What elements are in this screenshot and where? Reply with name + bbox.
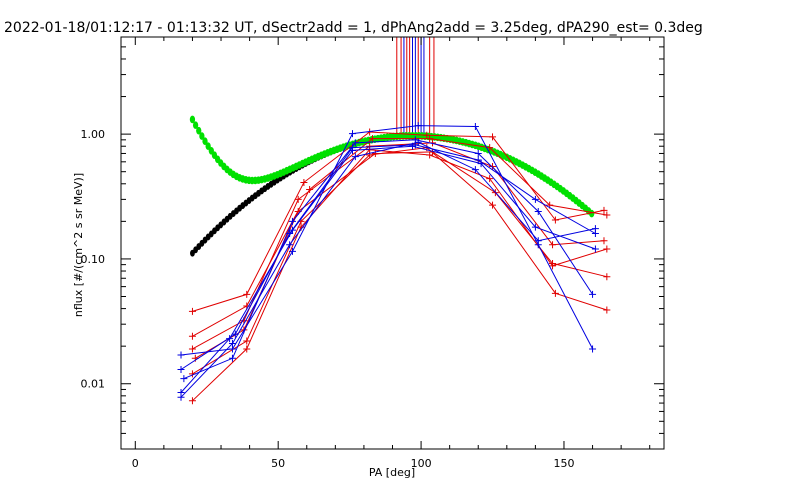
x-axis: 0 50 100 150: [132, 37, 651, 470]
series-1: [188, 128, 608, 315]
data-point: [351, 139, 359, 147]
data-point: [177, 351, 185, 359]
data-point: [474, 149, 482, 157]
x-axis-label: PA [deg]: [369, 466, 415, 479]
curve-point: [199, 132, 205, 140]
data-point: [600, 206, 608, 214]
data-point: [414, 122, 422, 130]
data-point: [551, 216, 559, 224]
curve-point: [189, 115, 196, 124]
data-point: [228, 354, 236, 362]
data-point: [188, 345, 196, 353]
data-point: [426, 135, 434, 143]
data-point: [188, 307, 196, 315]
data-point: [551, 289, 559, 297]
data-point: [549, 262, 557, 270]
data-point: [177, 366, 185, 374]
y-tick-label: 1.00: [81, 128, 106, 141]
x-tick-label: 150: [553, 457, 574, 470]
data-point: [300, 178, 308, 186]
data-point: [471, 166, 479, 174]
data-point: [489, 201, 497, 209]
y-tick-label: 0.10: [81, 253, 106, 266]
curve-point: [192, 121, 199, 129]
black-model-curve: [190, 132, 595, 257]
data-point: [603, 306, 611, 314]
series-6: [188, 146, 611, 405]
series-3: [188, 139, 608, 353]
data-point: [477, 160, 485, 168]
x-tick-label: 50: [271, 457, 285, 470]
curve-point: [205, 142, 211, 150]
curve-point: [202, 137, 208, 146]
data-point: [351, 153, 359, 161]
data-point: [294, 195, 302, 203]
data-point: [589, 345, 597, 353]
data-point: [603, 211, 611, 219]
data-point: [603, 273, 611, 281]
y-axis-label: nflux [#/(cm^2 s sr MeV)]: [72, 173, 85, 317]
data-point: [286, 241, 294, 249]
data-point: [591, 245, 599, 253]
series-line: [180, 144, 596, 370]
data-point: [534, 207, 542, 215]
series-line: [192, 131, 605, 312]
data-point: [603, 245, 611, 253]
data-point: [549, 241, 557, 249]
data-point: [591, 225, 599, 233]
data-point: [486, 175, 494, 183]
data-point: [348, 130, 356, 138]
series-line: [180, 145, 596, 393]
series-line: [180, 141, 596, 398]
data-point: [531, 195, 539, 203]
data-point: [288, 247, 296, 255]
series-line: [192, 138, 607, 337]
data-point: [243, 290, 251, 298]
data-point: [531, 223, 539, 231]
series-11: [177, 138, 599, 401]
data-point: [489, 133, 497, 141]
chart-title: 2022-01-18/01:12:17 - 01:13:32 UT, dSect…: [4, 20, 703, 36]
series-line: [192, 147, 607, 375]
data-point: [226, 335, 234, 343]
series-line: [192, 149, 607, 402]
data-point: [180, 375, 188, 383]
data-point: [471, 123, 479, 131]
data-point: [368, 135, 376, 143]
x-tick-label: 100: [411, 457, 432, 470]
data-point: [177, 393, 185, 401]
data-point: [188, 397, 196, 405]
plot-clip-group: [177, 37, 611, 405]
data-point: [188, 332, 196, 340]
data-point: [426, 151, 434, 159]
series-line: [183, 139, 594, 380]
data-point: [489, 163, 497, 171]
y-axis: 0.01 0.10 1.00: [81, 36, 664, 450]
series-9: [180, 136, 597, 383]
data-point: [486, 144, 494, 152]
y-tick-label: 0.01: [81, 378, 106, 391]
data-point: [534, 237, 542, 245]
data-point: [228, 340, 236, 348]
x-tick-label: 0: [132, 457, 139, 470]
data-point: [288, 226, 296, 234]
data-point: [600, 237, 608, 245]
series-7: [177, 122, 597, 359]
curve-point: [196, 126, 202, 135]
data-point: [414, 138, 422, 146]
series-10: [177, 142, 599, 397]
series-line: [180, 125, 594, 356]
plot-area: [177, 37, 611, 405]
data-point: [423, 131, 431, 139]
data-point: [243, 345, 251, 353]
data-point: [348, 146, 356, 154]
data-point: [288, 217, 296, 225]
series-8: [177, 141, 599, 374]
data-point: [589, 290, 597, 298]
data-point: [243, 337, 251, 345]
